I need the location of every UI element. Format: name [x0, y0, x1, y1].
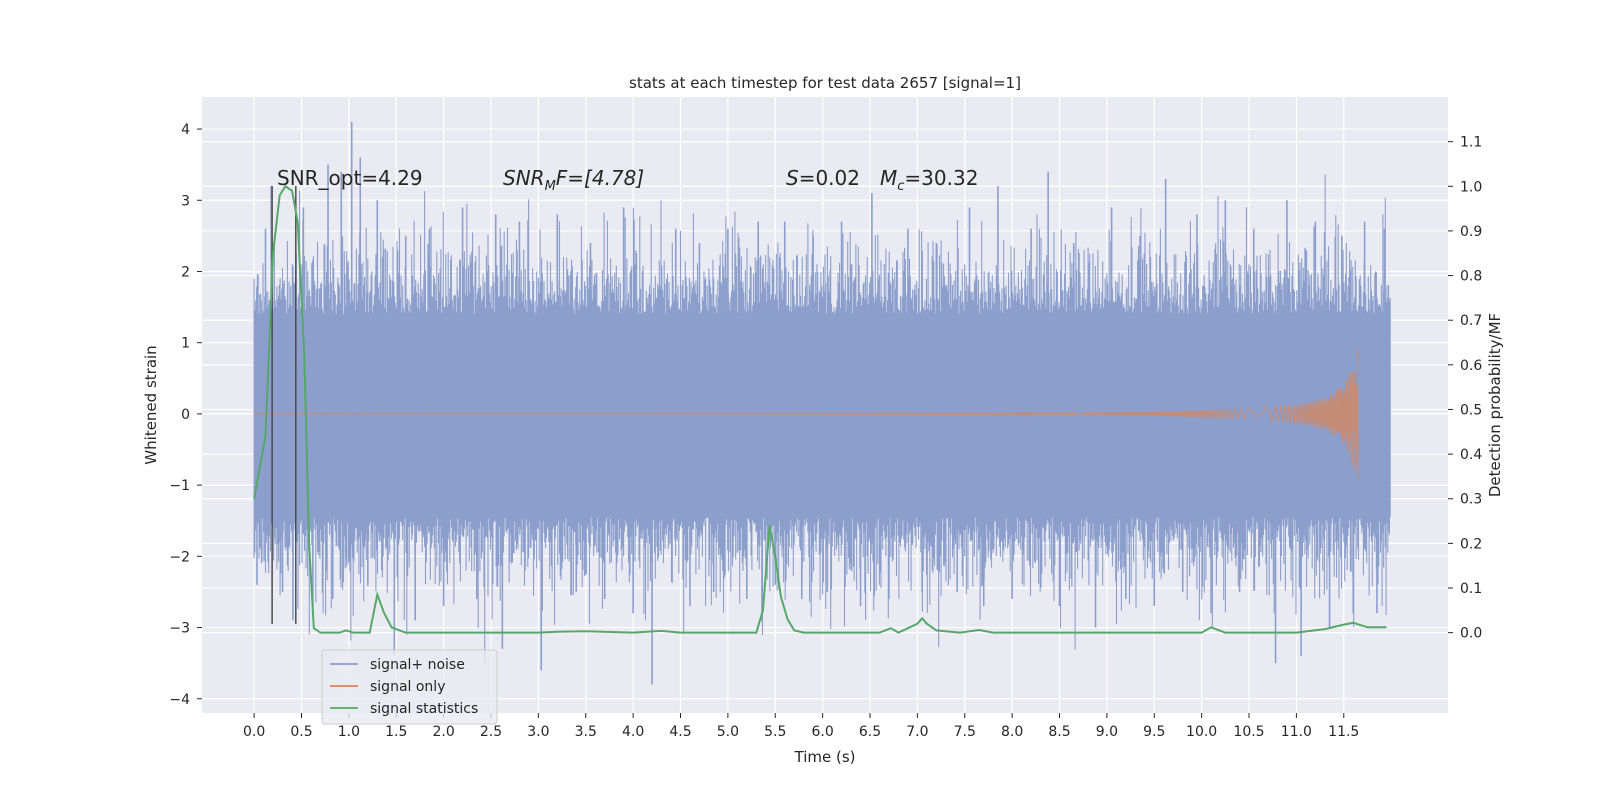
x-tick-label: 2.0 [432, 724, 454, 740]
y-tick-label: −2 [169, 549, 190, 565]
y-tick-label: 4 [181, 122, 190, 138]
x-tick-label: 0.5 [290, 724, 312, 740]
x-tick-label: 6.5 [859, 724, 881, 740]
y2-tick-label: 0.3 [1460, 492, 1482, 508]
x-tick-label: 1.0 [338, 724, 360, 740]
annotations: SNR_opt=4.29 SNRMF=[4.78] S=0.02 Mc=30.3… [277, 166, 978, 194]
legend-label-signal-noise: signal+ noise [370, 657, 465, 673]
y2-tick-label: 1.0 [1460, 179, 1482, 195]
x-tick-label: 9.5 [1143, 724, 1165, 740]
x-tick-label: 3.5 [575, 724, 597, 740]
y-axis-label: Whitened strain [142, 345, 160, 464]
y2-axis-ticks: 1.1 1.0 0.9 0.8 0.7 0.6 0.5 0.4 0.3 0.2 0.1 0.0 [1448, 135, 1482, 642]
x-tick-label: 10.5 [1233, 724, 1264, 740]
x-tick-label: 11.0 [1281, 724, 1312, 740]
x-tick-label: 5.0 [717, 724, 739, 740]
legend-box [321, 649, 498, 725]
x-tick-label: 5.5 [764, 724, 786, 740]
y2-tick-label: 1.1 [1460, 135, 1482, 151]
annotation-s: S=0.02 [786, 166, 860, 190]
series-signal-statistics [253, 184, 1387, 634]
x-tick-label: 8.0 [1001, 724, 1023, 740]
x-tick-label: 9.0 [1096, 724, 1118, 740]
s-main: S [786, 166, 799, 190]
y-tick-label: 1 [181, 336, 190, 352]
y-tick-label: 0 [181, 407, 190, 423]
x-tick-label: 4.0 [622, 724, 644, 740]
y2-tick-label: 0.7 [1460, 313, 1482, 329]
y2-axis-label: Detection probability/MF [1486, 313, 1504, 497]
mc-sub: c [897, 179, 904, 194]
x-tick-label: 7.0 [906, 724, 928, 740]
snr-mf-main: SNR [503, 166, 545, 190]
annotation-snr-mf: SNRMF=[4.78] [503, 166, 644, 194]
x-tick-label: 3.0 [527, 724, 549, 740]
annotation-snr-opt: SNR_opt=4.29 [277, 166, 423, 190]
x-tick-label: 2.5 [480, 724, 502, 740]
y-axis-ticks: 4 3 2 1 0 −1 −2 −3 −4 [169, 122, 202, 708]
x-tick-label: 0.0 [243, 724, 265, 740]
annotation-mc: Mc=30.32 [880, 166, 978, 194]
x-tick-label: 6.0 [811, 724, 833, 740]
y2-tick-label: 0.2 [1460, 536, 1482, 552]
y2-tick-label: 0.9 [1460, 224, 1482, 240]
signal-only-trace [254, 348, 1359, 479]
x-tick-label: 4.5 [669, 724, 691, 740]
y2-tick-label: 0.4 [1460, 447, 1482, 463]
x-axis-ticks: 0.0 0.5 1.0 1.5 2.0 2.5 3.0 3.5 4.0 4.5 5.0 5.5 6.0 6… [243, 713, 1359, 740]
mc-rest: =30.32 [904, 166, 978, 190]
x-tick-label: 8.5 [1048, 724, 1070, 740]
x-tick-label: 10.0 [1186, 724, 1217, 740]
legend-label-signal-only: signal only [370, 679, 445, 695]
snr-mf-sub: M [545, 179, 556, 194]
series-signal-noise [253, 121, 1391, 685]
y-tick-label: −1 [169, 478, 190, 494]
x-tick-label: 1.5 [385, 724, 407, 740]
y-tick-label: −4 [169, 692, 190, 708]
y2-tick-label: 0.1 [1460, 581, 1482, 597]
legend-label-signal-statistics: signal statistics [370, 701, 478, 717]
signal-statistics-line [253, 184, 1387, 634]
mc-main: M [880, 166, 897, 190]
y2-tick-label: 0.5 [1460, 402, 1482, 418]
y-tick-label: 3 [181, 193, 190, 209]
y2-tick-label: 0.0 [1460, 626, 1482, 642]
plot-content [253, 121, 1391, 685]
s-rest: =0.02 [799, 166, 860, 190]
y2-tick-label: 0.8 [1460, 269, 1482, 285]
series-signal-only [254, 348, 1359, 479]
x-tick-label: 7.5 [954, 724, 976, 740]
y-tick-label: 2 [181, 264, 190, 280]
x-axis-label: Time (s) [794, 748, 856, 766]
y-tick-label: −3 [169, 621, 190, 637]
x-tick-label: 11.5 [1328, 724, 1359, 740]
y2-tick-label: 0.6 [1460, 358, 1482, 374]
legend: signal+ noise signal only signal statist… [321, 649, 498, 725]
snr-mf-rest: F=[4.78] [556, 166, 644, 190]
chart-title: stats at each timestep for test data 265… [629, 74, 1021, 92]
